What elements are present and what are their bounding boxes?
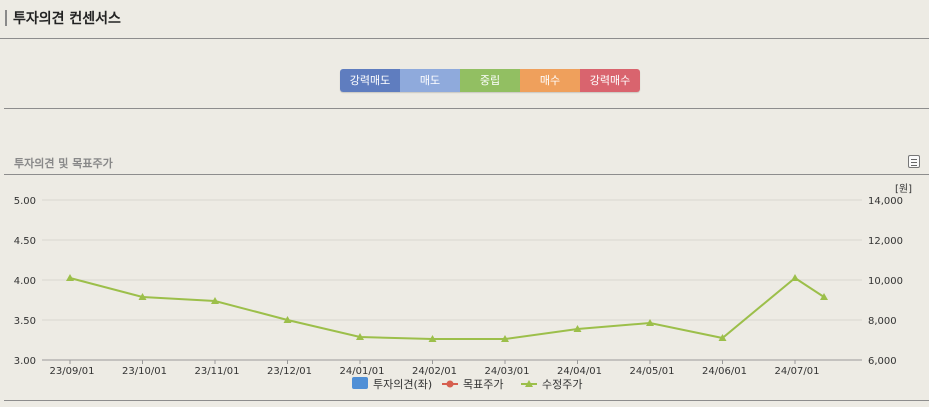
chart-section-title: 투자의견 및 목표주가	[14, 157, 113, 170]
data-point-marker	[428, 335, 437, 342]
legend-label: 목표주가	[463, 378, 503, 391]
divider	[4, 108, 929, 109]
opinion-price-chart: 5.00 4.50 4.00 3.50 3.00 14,000 12,000 10,000 8…	[14, 183, 912, 391]
page-title: 투자의견 컨센서스	[13, 11, 121, 27]
y-left-tick-label: 4.50	[14, 236, 36, 247]
y-right-tick-label: 14,000	[868, 196, 903, 207]
x-tick-label: 24/01/01	[340, 366, 385, 377]
legend-marker-price	[525, 380, 533, 387]
x-tick-label: 23/12/01	[267, 366, 312, 377]
consensus-sell: 매도	[400, 69, 460, 92]
data-point-marker	[646, 319, 654, 326]
x-tick-label: 24/05/01	[630, 366, 675, 377]
series-layer	[66, 274, 828, 342]
legend-label: 수정주가	[542, 378, 582, 391]
x-tick-label: 24/04/01	[557, 366, 602, 377]
y-left-tick-label: 4.00	[14, 276, 36, 287]
data-point-marker	[211, 297, 219, 304]
y-left-tick-label: 3.50	[14, 316, 36, 327]
chart-grid	[42, 199, 862, 361]
consensus-scale: 강력매도 매도 중립 매수 강력매수	[340, 69, 640, 92]
x-tick-label: 23/10/01	[122, 366, 167, 377]
series-line-adjusted-price	[69, 276, 825, 340]
y-right-tick-label: 12,000	[868, 236, 903, 247]
chart-legend: 투자의견(좌) 목표주가 수정주가	[352, 377, 582, 391]
data-point-marker	[718, 334, 727, 341]
section-header: 투자의견 컨센서스	[0, 0, 929, 39]
data-point-marker	[356, 333, 364, 340]
legend-swatch-opinion	[352, 377, 368, 389]
data-point-marker	[283, 316, 292, 323]
y-right-tick-label: 6,000	[868, 356, 897, 367]
y-axis-left: 5.00 4.50 4.00 3.50 3.00	[14, 196, 36, 367]
legend-marker-target	[446, 380, 454, 388]
consensus-strong-sell: 강력매도	[340, 69, 400, 92]
data-point-marker	[791, 274, 799, 281]
y-right-tick-label: 10,000	[868, 276, 903, 287]
consensus-neutral: 중립	[460, 69, 520, 92]
x-tick-label: 23/11/01	[195, 366, 240, 377]
y-axis-right: 14,000 12,000 10,000 8,000 6,000	[868, 196, 903, 367]
y-right-tick-label: 8,000	[868, 316, 897, 327]
data-point-marker	[501, 335, 509, 342]
unit-label: [원]	[895, 183, 912, 195]
x-tick-label: 23/09/01	[50, 366, 95, 377]
data-point-marker	[138, 293, 147, 300]
consensus-strong-buy: 강력매수	[580, 69, 640, 92]
menu-icon[interactable]	[908, 155, 920, 168]
divider	[4, 174, 929, 175]
consensus-buy: 매수	[520, 69, 580, 92]
data-point-marker	[66, 274, 74, 281]
divider	[4, 400, 929, 401]
data-point-marker	[820, 293, 828, 300]
x-tick-label: 24/02/01	[412, 366, 457, 377]
legend-label: 투자의견(좌)	[373, 378, 432, 391]
header-accent-bar	[5, 10, 7, 26]
x-tick-label: 24/03/01	[485, 366, 530, 377]
y-left-tick-label: 3.00	[14, 356, 36, 367]
y-left-tick-label: 5.00	[14, 196, 36, 207]
x-tick-label: 24/07/01	[775, 366, 820, 377]
data-point-marker	[573, 325, 582, 332]
x-tick-label: 24/06/01	[702, 366, 747, 377]
x-axis: 23/09/01 23/10/01 23/11/01 23/12/01 24/01/01…	[50, 360, 820, 377]
